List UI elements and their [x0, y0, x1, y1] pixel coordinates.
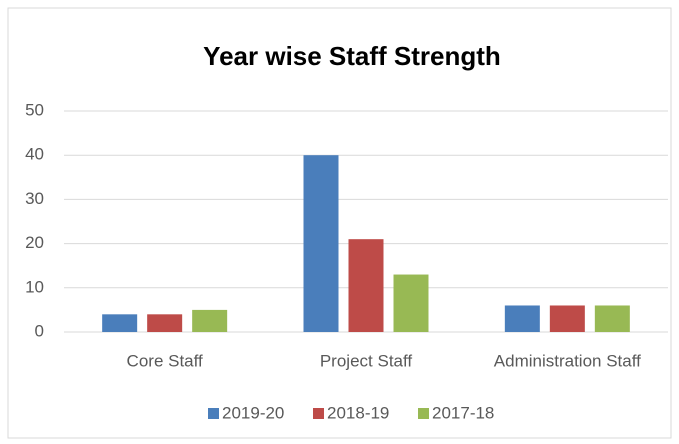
legend-swatch: [313, 408, 324, 419]
legend-swatch: [418, 408, 429, 419]
y-tick-label: 50: [25, 100, 44, 119]
y-tick-label: 10: [25, 277, 44, 296]
bar: [303, 155, 339, 332]
x-tick-label: Administration Staff: [494, 351, 641, 370]
bar: [102, 314, 138, 332]
bar: [504, 305, 540, 332]
bar: [192, 309, 228, 332]
y-tick-label: 0: [35, 321, 44, 340]
chart-frame: [7, 7, 672, 439]
legend-label: 2017-18: [432, 403, 494, 422]
x-tick-label: Core Staff: [127, 351, 204, 370]
y-tick-label: 30: [25, 189, 44, 208]
bar: [594, 305, 630, 332]
legend-label: 2019-20: [222, 403, 284, 422]
y-tick-label: 40: [25, 145, 44, 164]
bar: [147, 314, 183, 332]
bar: [393, 274, 429, 332]
chart-title: Year wise Staff Strength: [203, 41, 501, 71]
x-tick-label: Project Staff: [320, 351, 413, 370]
bar: [348, 239, 384, 332]
legend-label: 2018-19: [327, 403, 389, 422]
y-tick-label: 20: [25, 233, 44, 252]
legend-swatch: [208, 408, 219, 419]
bar: [549, 305, 585, 332]
